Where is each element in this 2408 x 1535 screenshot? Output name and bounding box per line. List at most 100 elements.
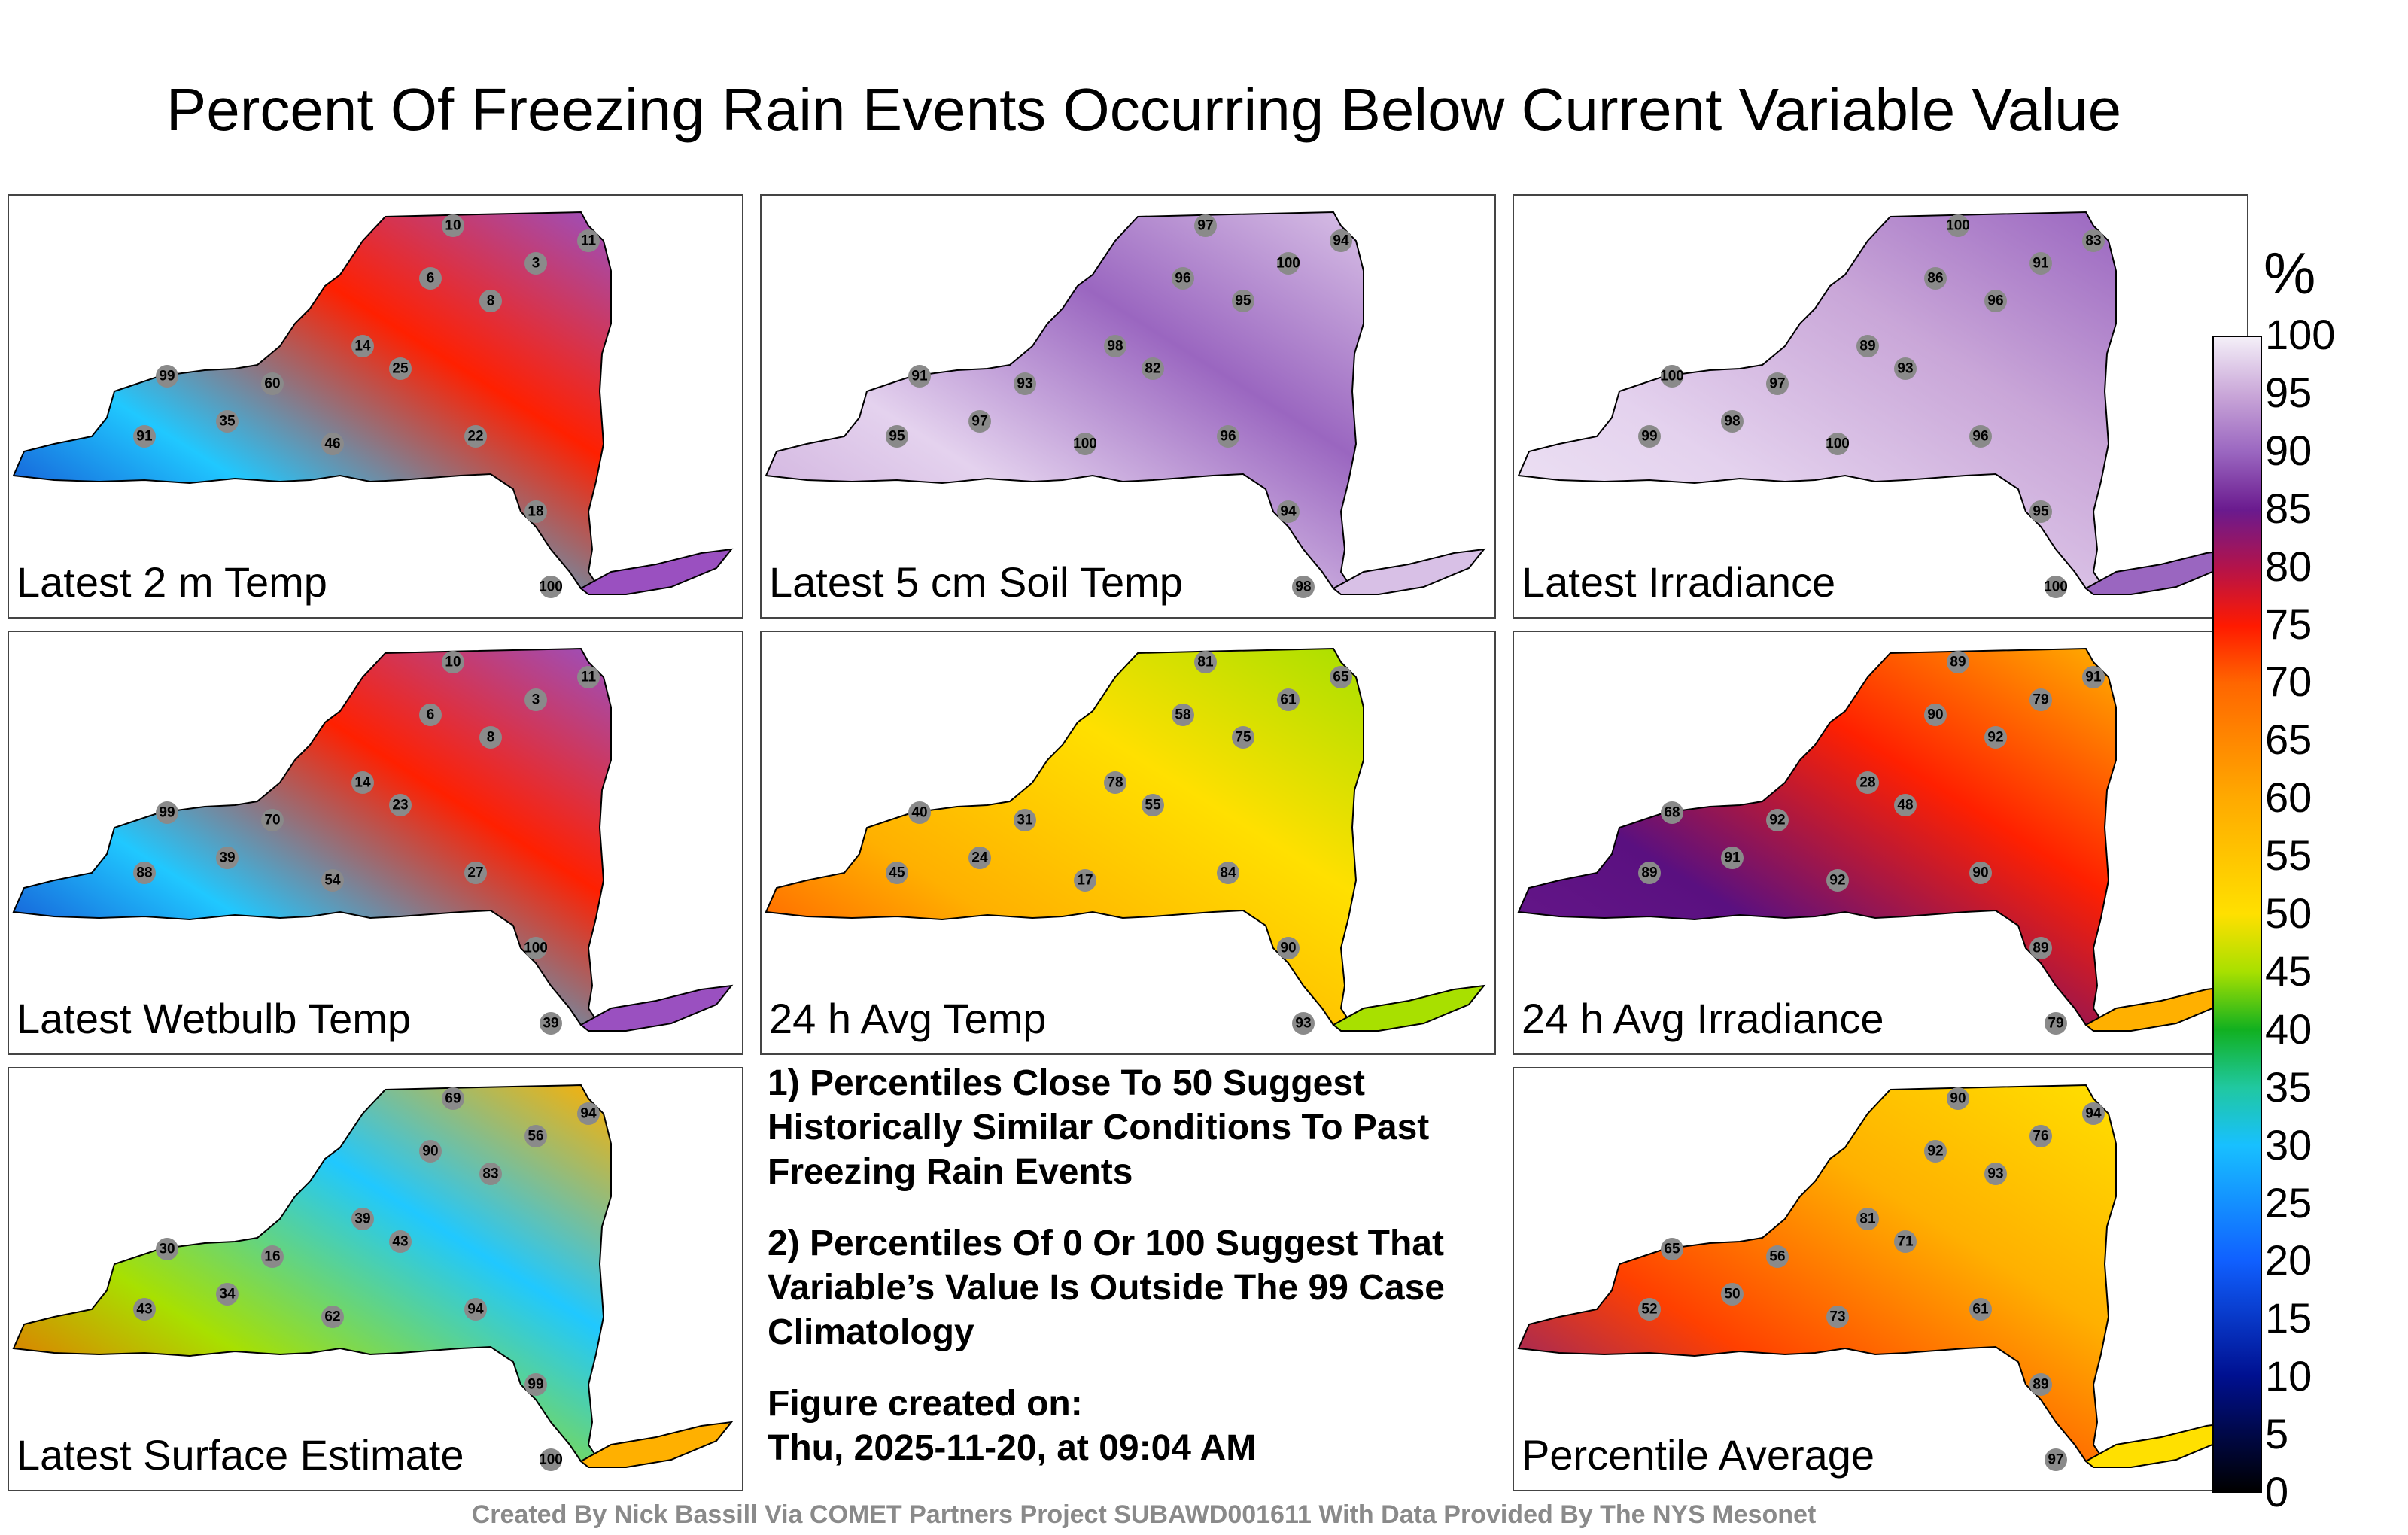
station-marker: 100 xyxy=(524,937,548,959)
ny-state-map: 10 8 11 6 3 14 25 99 60 35 91 46 22 18 100 xyxy=(12,211,734,598)
colorbar-tick-label: 40 xyxy=(2265,1005,2312,1053)
map-panel-1: 10 8 11 6 3 14 25 99 60 35 91 46 22 18 100 Latest 2 m … xyxy=(8,194,743,619)
station-value: 34 xyxy=(219,1287,236,1302)
station-value: 93 xyxy=(1987,1166,2003,1182)
station-value: 58 xyxy=(1175,707,1190,723)
station-marker: 8 xyxy=(479,726,502,749)
station-marker: 6 xyxy=(419,704,442,726)
station-marker: 8 xyxy=(479,290,502,312)
station-marker: 90 xyxy=(1947,1087,1969,1110)
station-value: 68 xyxy=(1664,805,1680,821)
station-value: 96 xyxy=(1972,429,1988,445)
station-marker: 100 xyxy=(1276,252,1300,275)
station-marker: 27 xyxy=(464,862,487,884)
station-marker: 83 xyxy=(2082,229,2105,252)
colorbar-tick-label: 55 xyxy=(2265,831,2312,880)
station-marker: 94 xyxy=(2082,1102,2105,1125)
station-value: 31 xyxy=(1017,813,1033,828)
station-value: 30 xyxy=(159,1242,175,1257)
station-value: 14 xyxy=(354,339,371,354)
panel-label: Latest 2 m Temp xyxy=(17,558,327,606)
panel-label: Latest Wetbulb Temp xyxy=(17,995,412,1042)
station-value: 90 xyxy=(1280,941,1296,956)
station-value: 61 xyxy=(1280,692,1297,708)
station-marker: 40 xyxy=(908,801,931,824)
long-island-shape xyxy=(1332,984,1486,1032)
station-marker: 35 xyxy=(216,410,239,433)
station-marker: 94 xyxy=(464,1298,487,1321)
station-marker: 17 xyxy=(1074,869,1096,892)
station-value: 55 xyxy=(1145,798,1161,813)
station-marker: 83 xyxy=(479,1163,502,1185)
station-value: 97 xyxy=(2048,1452,2063,1468)
station-value: 81 xyxy=(1859,1211,1876,1227)
station-value: 18 xyxy=(528,504,543,520)
station-value: 86 xyxy=(1927,271,1943,287)
station-value: 76 xyxy=(2033,1129,2048,1144)
station-value: 83 xyxy=(482,1166,498,1182)
colorbar-tick-label: 100 xyxy=(2265,311,2336,358)
station-value: 50 xyxy=(1724,1287,1740,1302)
station-value: 89 xyxy=(2033,1377,2048,1393)
ny-state-shape xyxy=(765,647,1364,1026)
ny-state-shape xyxy=(1517,211,2117,590)
note-2: 2) Percentiles Of 0 Or 100 Suggest That … xyxy=(768,1223,1445,1352)
station-value: 46 xyxy=(324,436,340,452)
station-value: 73 xyxy=(1829,1309,1845,1325)
station-marker: 10 xyxy=(442,214,464,237)
station-marker: 90 xyxy=(1969,862,1992,884)
station-value: 6 xyxy=(427,707,435,723)
map-panel-2: 97 95 94 96 100 98 82 91 93 97 95 100 96 94 98 Latest … xyxy=(760,194,1496,619)
station-value: 100 xyxy=(539,579,563,595)
ny-state-shape xyxy=(12,647,612,1026)
colorbar-tick-label: 15 xyxy=(2265,1294,2312,1342)
station-marker: 93 xyxy=(1894,357,1917,380)
colorbar-tick-label: 50 xyxy=(2265,889,2312,937)
station-value: 60 xyxy=(264,376,280,392)
station-value: 54 xyxy=(324,873,341,889)
station-marker: 25 xyxy=(389,357,412,380)
colorbar-tick-label: 45 xyxy=(2265,947,2312,995)
ny-state-map: 69 83 94 90 56 39 43 30 16 34 43 62 94 99 100 xyxy=(12,1084,734,1471)
station-marker: 76 xyxy=(2029,1125,2052,1147)
station-value: 89 xyxy=(1950,655,1966,670)
station-marker: 95 xyxy=(886,425,908,448)
panel-label: 24 h Avg Irradiance xyxy=(1522,995,1884,1042)
station-value: 89 xyxy=(1641,865,1657,881)
station-marker: 91 xyxy=(1721,847,1744,869)
station-marker: 99 xyxy=(524,1373,547,1396)
station-value: 93 xyxy=(1017,376,1032,392)
station-marker: 97 xyxy=(1766,372,1789,395)
station-marker: 100 xyxy=(1826,433,1850,455)
long-island-shape xyxy=(579,1421,734,1468)
station-marker: 94 xyxy=(1330,229,1352,252)
station-marker: 100 xyxy=(1946,214,1970,237)
station-value: 43 xyxy=(392,1234,408,1250)
station-value: 8 xyxy=(487,730,495,746)
station-marker: 55 xyxy=(1142,794,1164,816)
station-value: 91 xyxy=(2085,670,2102,685)
panel-label: Latest Irradiance xyxy=(1522,558,1836,606)
station-marker: 96 xyxy=(1969,425,1992,448)
colorbar-tick-label: 90 xyxy=(2265,426,2312,474)
station-value: 89 xyxy=(1859,339,1875,354)
station-value: 39 xyxy=(354,1211,370,1227)
station-marker: 88 xyxy=(133,862,156,884)
station-marker: 43 xyxy=(389,1230,412,1253)
station-value: 95 xyxy=(2033,504,2049,520)
station-marker: 89 xyxy=(1856,335,1879,357)
station-marker: 39 xyxy=(351,1208,374,1230)
station-marker: 54 xyxy=(321,869,344,892)
station-value: 96 xyxy=(1220,429,1236,445)
station-value: 79 xyxy=(2048,1016,2063,1032)
station-marker: 23 xyxy=(389,794,412,816)
station-value: 100 xyxy=(539,1452,563,1468)
panel-label: 24 h Avg Temp xyxy=(769,995,1047,1042)
ny-state-shape xyxy=(1517,647,2117,1026)
station-marker: 30 xyxy=(156,1238,178,1260)
station-marker: 90 xyxy=(419,1140,442,1163)
station-marker: 89 xyxy=(2029,1373,2052,1396)
station-value: 90 xyxy=(1927,707,1943,723)
station-marker: 92 xyxy=(1924,1140,1947,1163)
station-value: 17 xyxy=(1077,873,1093,889)
